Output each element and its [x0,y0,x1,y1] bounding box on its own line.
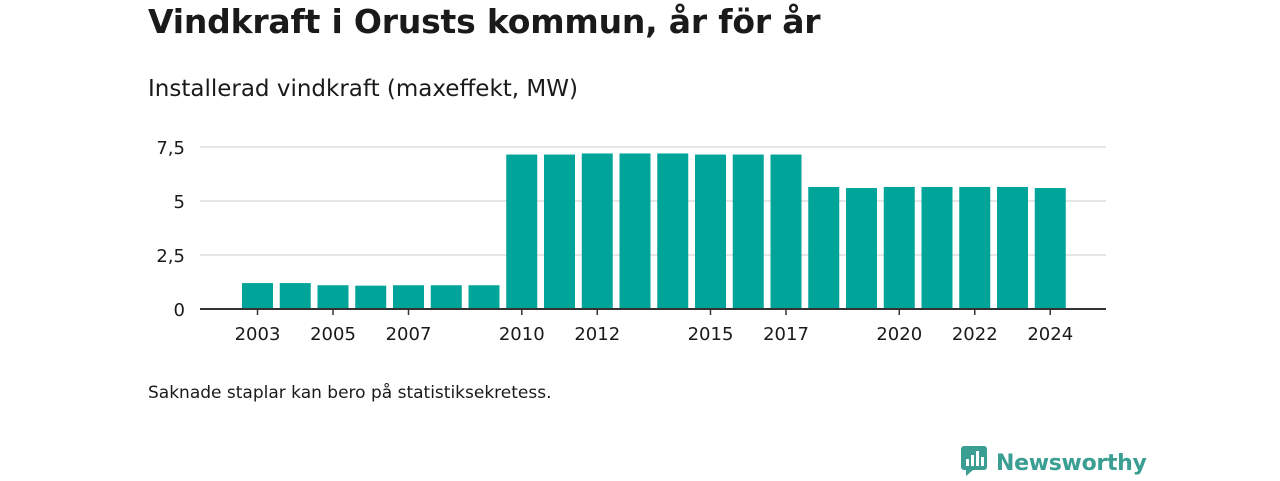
x-tick-label: 2003 [235,324,281,345]
bar-2005[interactable] [317,285,349,309]
y-tick-label: 2,5 [156,246,185,267]
bar-2008[interactable] [430,285,462,309]
bar-2014[interactable] [657,153,689,309]
bar-2004[interactable] [279,283,311,309]
bar-2015[interactable] [695,154,726,309]
footnote: Saknade staplar kan bero på statistiksek… [148,383,552,403]
newsworthy-chart-bubble-icon [960,445,988,481]
bar-2023[interactable] [997,186,1028,309]
bar-2016[interactable] [732,154,764,309]
x-tick-label: 2017 [763,324,809,345]
bar-2021[interactable] [921,186,953,309]
bar-series [242,153,1066,309]
newsworthy-logo[interactable]: Newsworthy [960,446,1147,480]
chart-title: Vindkraft i Orusts kommun, år för år [148,2,821,41]
bar-2003[interactable] [242,283,273,309]
bar-2010[interactable] [506,154,538,309]
bar-2007[interactable] [393,285,424,309]
y-tick-label: 5 [174,192,185,213]
bar-2012[interactable] [581,153,613,309]
x-tick-label: 2007 [386,324,432,345]
bar-2022[interactable] [959,186,991,309]
y-tick-label: 7,5 [156,138,185,159]
x-tick-label: 2024 [1027,324,1073,345]
y-axis-labels: 0 2,5 5 7,5 [156,138,185,321]
bar-2009[interactable] [468,285,500,309]
bar-2024[interactable] [1034,188,1066,309]
chart-subtitle: Installerad vindkraft (maxeffekt, MW) [148,76,578,102]
bar-2020[interactable] [883,186,915,309]
x-tick-label: 2012 [574,324,620,345]
x-axis-labels: 2003 2005 2007 2010 2012 2015 2017 2020 2022 2024 [235,324,1074,345]
x-axis [200,308,1106,315]
bar-2019[interactable] [846,188,877,309]
bar-2013[interactable] [619,153,651,309]
bar-2018[interactable] [808,186,840,309]
bar-2011[interactable] [544,154,575,309]
logo-text: Newsworthy [996,450,1147,476]
y-tick-label: 0 [174,300,185,321]
gridlines [200,146,1106,256]
bar-2006[interactable] [355,285,387,309]
bar-2017[interactable] [770,154,802,309]
x-tick-label: 2005 [310,324,356,345]
x-tick-label: 2015 [688,324,734,345]
x-tick-label: 2020 [876,324,922,345]
x-tick-label: 2022 [952,324,998,345]
x-tick-label: 2010 [499,324,545,345]
